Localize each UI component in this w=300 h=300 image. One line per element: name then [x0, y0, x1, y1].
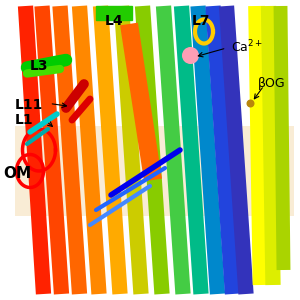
Text: Ca$^{2+}$: Ca$^{2+}$: [231, 38, 263, 55]
Text: L3: L3: [30, 59, 49, 73]
Text: L4: L4: [105, 14, 123, 28]
Circle shape: [247, 100, 254, 107]
Circle shape: [183, 48, 198, 63]
Text: L11: L11: [15, 98, 44, 112]
Text: OM: OM: [3, 167, 31, 182]
Text: L1: L1: [15, 113, 34, 127]
Text: L7: L7: [192, 14, 210, 28]
Bar: [15, 126, 294, 216]
Bar: [96, 6, 132, 20]
Text: βOG: βOG: [258, 77, 286, 91]
